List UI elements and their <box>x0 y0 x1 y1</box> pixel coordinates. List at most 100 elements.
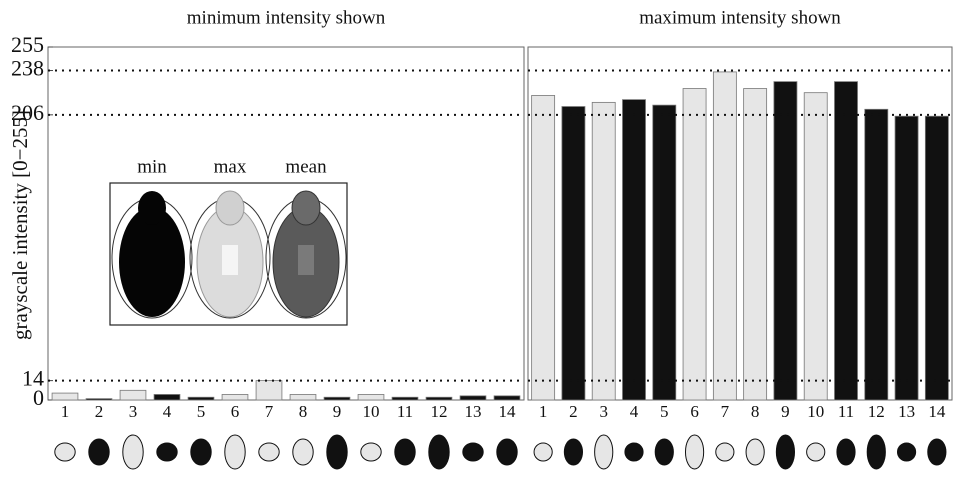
x-tick-label: 11 <box>838 402 854 421</box>
bar <box>834 81 858 401</box>
segment-icon <box>594 434 614 470</box>
segment-icon <box>360 442 382 462</box>
segment-icon <box>326 434 348 470</box>
x-tick-label: 13 <box>898 402 915 421</box>
inset-label: max <box>214 156 247 177</box>
bar <box>682 88 707 401</box>
x-tick-label: 9 <box>781 402 790 421</box>
segment-icon <box>806 442 826 462</box>
y-tick-label: 0 <box>33 385 44 410</box>
x-tick-label: 5 <box>660 402 669 421</box>
y-tick-label: 14 <box>22 366 44 391</box>
x-tick-label: 12 <box>868 402 885 421</box>
segment-icon <box>292 438 314 466</box>
segment-icon <box>258 442 280 462</box>
bar <box>357 394 385 401</box>
segment-icon <box>745 438 765 466</box>
segment-icon <box>836 438 856 466</box>
plot-frame <box>47 46 525 401</box>
segment-icon <box>624 442 644 462</box>
bar <box>391 396 419 401</box>
segment-icon <box>496 438 518 466</box>
segment-icon <box>563 438 584 466</box>
bar <box>119 389 147 401</box>
beetle-max <box>189 190 271 319</box>
segment-icon <box>896 442 917 462</box>
bar <box>255 380 283 401</box>
x-tick-label: 1 <box>539 402 548 421</box>
segment-icon <box>715 442 735 462</box>
bar <box>652 104 677 401</box>
segment-icon <box>684 434 705 470</box>
bar <box>622 99 646 401</box>
x-tick-label: 10 <box>807 402 824 421</box>
bar <box>51 392 79 401</box>
bar <box>153 394 181 401</box>
x-tick-label: 9 <box>333 402 342 421</box>
bar <box>712 71 737 401</box>
x-tick-label: 8 <box>299 402 308 421</box>
plot-frame <box>527 46 953 401</box>
x-tick-label: 7 <box>265 402 274 421</box>
x-tick-label: 8 <box>751 402 760 421</box>
panel-title: maximum intensity shown <box>639 7 841 28</box>
y-tick-label: 206 <box>11 100 44 125</box>
y-tick-label: 238 <box>11 56 44 81</box>
segment-icon <box>927 438 947 466</box>
x-tick-label: 6 <box>231 402 240 421</box>
segment-icon <box>54 442 76 462</box>
bar <box>894 115 919 401</box>
bar <box>773 81 798 401</box>
bar <box>743 88 768 401</box>
x-tick-label: 12 <box>431 402 448 421</box>
x-tick-label: 2 <box>569 402 578 421</box>
bar <box>323 396 351 401</box>
bar <box>591 101 616 401</box>
bar <box>85 398 113 401</box>
bar <box>493 395 521 401</box>
bar <box>221 394 249 401</box>
x-tick-label: 11 <box>397 402 413 421</box>
y-tick-label: 255 <box>11 32 44 57</box>
inset: min max mean <box>109 156 348 326</box>
bar <box>289 394 317 401</box>
segment-icon <box>654 438 674 466</box>
segment-icon <box>224 434 246 470</box>
bar <box>187 396 215 401</box>
x-tick-label: 14 <box>499 402 517 421</box>
bar <box>459 395 487 401</box>
bar <box>864 108 889 401</box>
x-tick-label: 4 <box>630 402 639 421</box>
x-tick-label: 2 <box>95 402 104 421</box>
beetle-min <box>111 191 193 319</box>
x-tick-label: 14 <box>928 402 946 421</box>
segment-icon <box>462 442 484 462</box>
x-tick-label: 3 <box>129 402 138 421</box>
x-tick-label: 13 <box>465 402 482 421</box>
bar <box>803 92 828 401</box>
beetle-mean <box>265 190 347 319</box>
x-tick-label: 3 <box>599 402 608 421</box>
bar <box>924 115 949 401</box>
segment-icon <box>775 434 796 470</box>
x-tick-label: 5 <box>197 402 206 421</box>
bar <box>561 106 586 401</box>
x-tick-label: 4 <box>163 402 172 421</box>
segment-icon <box>190 438 212 466</box>
x-tick-label: 6 <box>690 402 699 421</box>
bar <box>425 396 453 401</box>
panel-title: minimum intensity shown <box>187 7 386 28</box>
x-tick-label: 10 <box>363 402 380 421</box>
segment-icon <box>88 438 110 466</box>
segment-icon <box>394 438 416 466</box>
y-axis-label: grayscale intensity [0−255] <box>8 110 32 340</box>
segment-icon <box>866 434 886 470</box>
bar <box>531 95 556 401</box>
segment-icon <box>428 434 450 470</box>
segment-icon <box>122 434 144 470</box>
segment-icon <box>533 442 553 462</box>
x-tick-label: 1 <box>61 402 70 421</box>
inset-label: min <box>137 156 167 177</box>
segment-icon <box>156 442 178 462</box>
